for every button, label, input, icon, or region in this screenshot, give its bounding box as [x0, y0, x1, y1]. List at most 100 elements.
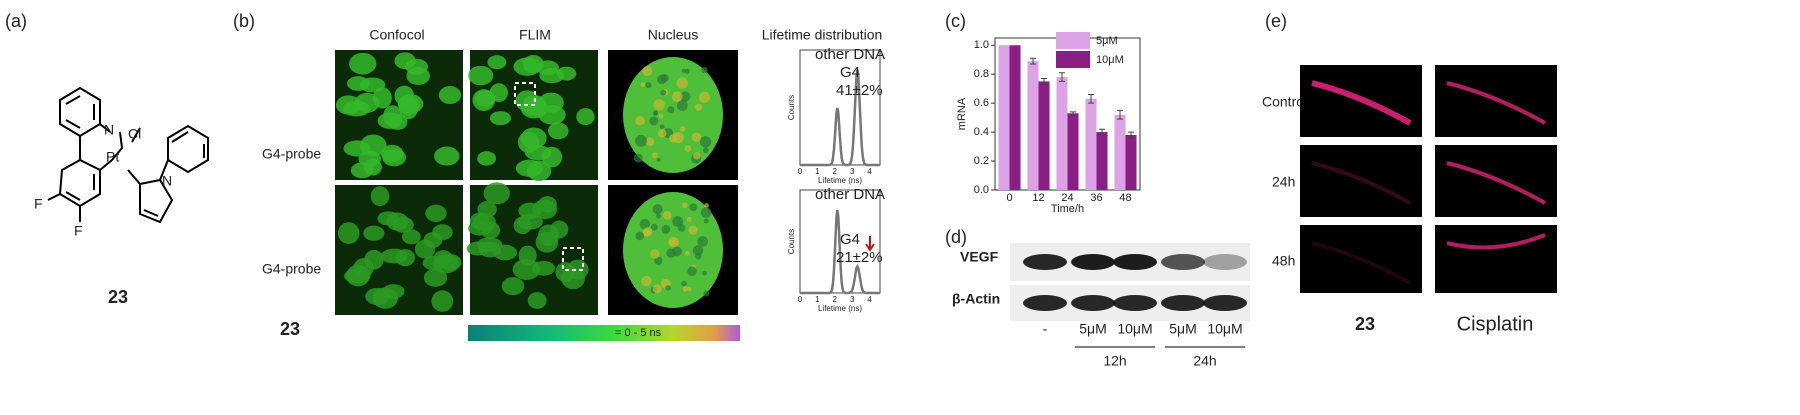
lane-label: 10μM — [1117, 321, 1152, 337]
texture — [652, 204, 663, 215]
row-label: G4-probe — [262, 146, 321, 162]
atom: N — [162, 173, 172, 189]
texture — [681, 280, 687, 287]
legend-swatch — [1056, 32, 1090, 49]
x-axis-label: Lifetime (ns) — [818, 176, 862, 185]
row-label: 24h — [1272, 174, 1295, 190]
atom: F — [74, 223, 83, 239]
cell-nucleus — [401, 229, 421, 245]
compound-label: 23 — [108, 287, 128, 307]
fish-image — [1435, 225, 1557, 293]
texture — [682, 202, 688, 209]
atom: F — [34, 196, 43, 212]
column-header: Confocol — [369, 27, 424, 43]
cell-nucleus — [513, 216, 532, 235]
cell-nucleus — [472, 89, 496, 112]
cell-nucleus — [432, 224, 453, 241]
texture — [650, 223, 658, 231]
panel-label: (d) — [945, 227, 967, 247]
row-label: Control — [1262, 94, 1307, 110]
roi-box — [514, 82, 536, 106]
row-label: 48h — [1272, 253, 1295, 269]
cell-nucleus — [489, 111, 511, 126]
cell-nucleus — [555, 262, 576, 282]
cell-nucleus — [363, 225, 385, 241]
x-tick-label: 4 — [867, 167, 872, 176]
texture — [699, 136, 712, 148]
cell-nucleus — [370, 186, 390, 207]
error-bar — [1041, 78, 1048, 85]
band — [1023, 295, 1067, 311]
x-axis-label: Lifetime (ns) — [818, 304, 862, 313]
texture — [691, 132, 702, 142]
cell-nucleus — [423, 268, 448, 287]
peak-label: other DNA — [815, 186, 885, 203]
cell-nucleus — [477, 151, 497, 166]
texture — [698, 91, 710, 103]
x-tick-label: 3 — [850, 167, 855, 176]
error-bar — [1128, 131, 1135, 139]
cell-nucleus — [481, 221, 501, 240]
texture — [652, 284, 662, 294]
texture — [687, 286, 692, 291]
texture — [668, 238, 677, 246]
cell-nucleus — [547, 122, 569, 140]
texture — [679, 91, 691, 102]
panel-label: (c) — [945, 11, 966, 31]
texture — [659, 124, 665, 130]
cell-nucleus — [394, 52, 416, 70]
error-bar — [1029, 57, 1036, 65]
x-tick-label: 0 — [1006, 192, 1012, 204]
time-label: 24h — [1193, 353, 1216, 369]
y-tick-label: 0.4 — [974, 126, 989, 138]
texture — [703, 218, 709, 224]
band — [1161, 254, 1205, 270]
cell-nucleus — [550, 220, 569, 239]
texture — [689, 203, 698, 212]
cell-nucleus — [526, 160, 552, 182]
cell-nucleus — [335, 95, 361, 115]
x-tick-label: 1 — [815, 295, 820, 304]
cell-nucleus — [406, 67, 431, 85]
texture — [635, 115, 645, 126]
y-tick-label: 0.0 — [974, 184, 989, 196]
cell-nucleus — [440, 254, 462, 271]
panel-label: (b) — [233, 11, 255, 31]
time-label: 12h — [1103, 353, 1126, 369]
band — [1071, 254, 1115, 270]
band — [1203, 254, 1247, 270]
bar — [1009, 45, 1021, 190]
lane-label: 5μM — [1079, 321, 1107, 337]
texture — [700, 207, 712, 218]
error-bar — [1070, 111, 1077, 116]
texture — [642, 66, 653, 77]
x-tick-label: 0 — [798, 167, 803, 176]
row-label: G4-probe — [262, 261, 321, 277]
cell-nucleus — [527, 292, 547, 309]
texture — [702, 270, 707, 276]
plot-frame — [799, 189, 881, 294]
cell-nucleus — [483, 182, 510, 205]
atom: Pt — [106, 149, 119, 165]
texture — [676, 77, 688, 89]
atom: N — [104, 122, 114, 138]
texture — [686, 216, 692, 222]
cell-nucleus — [438, 86, 462, 105]
legend-label: 5μM — [1096, 35, 1118, 47]
cell-nucleus — [535, 231, 559, 253]
texture — [658, 113, 664, 119]
cell-nucleus — [343, 140, 371, 157]
texture — [671, 246, 682, 257]
y-tick-label: 0.2 — [974, 155, 989, 167]
panel-label: (a) — [5, 11, 27, 31]
lane-label: - — [1043, 321, 1048, 337]
cell-nucleus — [512, 258, 541, 280]
cell-nucleus — [392, 216, 414, 233]
panel-label: (e) — [1265, 11, 1287, 31]
texture — [677, 224, 686, 232]
arrow — [865, 236, 875, 252]
protein-label: VEGF — [960, 249, 999, 265]
texture — [656, 157, 661, 162]
cell-nucleus — [422, 255, 446, 271]
texture — [650, 249, 660, 259]
